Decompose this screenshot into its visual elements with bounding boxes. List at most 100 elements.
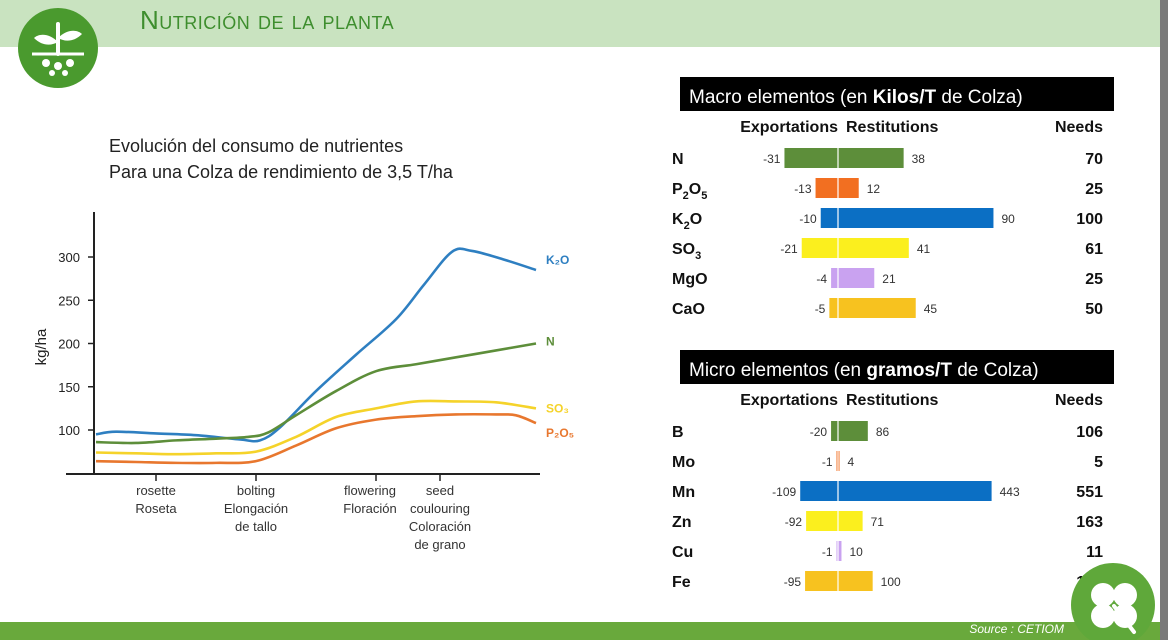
bar-exportations xyxy=(829,298,838,318)
value-restitutions: 71 xyxy=(871,515,885,529)
plant-logo xyxy=(18,8,98,88)
stage-label: rosette xyxy=(136,483,176,498)
bar-exportations xyxy=(800,481,838,501)
bar-exportations xyxy=(815,178,838,198)
series-line xyxy=(95,412,537,465)
value-exportations: -21 xyxy=(780,242,798,256)
stage-label: flowering xyxy=(344,483,396,498)
stage-label: seed xyxy=(426,483,454,498)
table-title: Micro elementos (en gramos/T de Colza) xyxy=(689,360,1039,381)
value-needs: 5 xyxy=(1094,454,1103,471)
row-label: P2O5 xyxy=(672,181,707,202)
value-restitutions: 38 xyxy=(912,152,926,166)
bar-restitutions xyxy=(838,451,840,471)
value-exportations: -95 xyxy=(784,575,802,589)
bar-restitutions xyxy=(838,178,859,198)
chart-subtitle: Para una Colza de rendimiento de 3,5 T/h… xyxy=(109,162,453,182)
clover-logo xyxy=(1071,563,1155,640)
column-header-exportations: Exportations xyxy=(740,392,838,409)
value-restitutions: 86 xyxy=(876,425,890,439)
value-needs: 25 xyxy=(1085,181,1103,198)
series-label: P₂O₅ xyxy=(546,426,574,440)
bar-restitutions xyxy=(838,421,868,441)
stage-label: coulouring xyxy=(410,501,470,516)
series-line xyxy=(95,399,537,456)
value-restitutions: 4 xyxy=(848,455,855,469)
value-exportations: -10 xyxy=(799,212,817,226)
value-exportations: -13 xyxy=(794,182,812,196)
footer-band xyxy=(0,622,1160,640)
bar-exportations xyxy=(806,511,838,531)
stage-label: de grano xyxy=(414,537,465,552)
bar-exportations xyxy=(805,571,838,591)
row-label: Mo xyxy=(672,454,695,471)
row-label: Fe xyxy=(672,574,691,591)
bar-exportations xyxy=(820,208,838,228)
value-exportations: -92 xyxy=(785,515,803,529)
value-needs: 163 xyxy=(1076,514,1103,531)
y-tick-label: 300 xyxy=(58,250,80,265)
bar-restitutions xyxy=(838,298,916,318)
stage-label: Coloración xyxy=(409,519,471,534)
series-line xyxy=(95,247,537,443)
y-tick-label: 150 xyxy=(58,380,80,395)
row-label: MgO xyxy=(672,271,708,288)
row-label: B xyxy=(672,424,684,441)
stage-label: Elongación xyxy=(224,501,288,516)
value-exportations: -1 xyxy=(822,545,833,559)
stage-label: Floración xyxy=(343,501,396,516)
source-caption: Source : CETIOM xyxy=(969,622,1064,636)
bar-exportations xyxy=(831,268,838,288)
value-needs: 70 xyxy=(1085,151,1103,168)
stage-label: bolting xyxy=(237,483,275,498)
series-label: K₂O xyxy=(546,253,569,267)
page-title: Nutrición de la planta xyxy=(140,5,395,35)
bar-exportations xyxy=(836,451,838,471)
value-exportations: -5 xyxy=(815,302,826,316)
y-tick-label: 200 xyxy=(58,337,80,352)
bar-exportations xyxy=(836,541,838,561)
series-label: SO₃ xyxy=(546,401,569,415)
column-header-needs: Needs xyxy=(1055,392,1103,409)
stage-label: Roseta xyxy=(135,501,177,516)
value-exportations: -4 xyxy=(816,272,827,286)
header-band xyxy=(0,0,1160,47)
row-label: Cu xyxy=(672,544,693,561)
nutrient-consumption-line-chart: 100 150 200 250 300 kg/ha rosette Roseta bolting… xyxy=(33,212,574,552)
row-label: K2O xyxy=(672,211,702,232)
bar-restitutions xyxy=(838,511,863,531)
value-needs: 25 xyxy=(1085,271,1103,288)
value-restitutions: 100 xyxy=(881,575,901,589)
value-exportations: -1 xyxy=(822,455,833,469)
value-exportations: -109 xyxy=(772,485,796,499)
column-header-restitutions: Restitutions xyxy=(846,392,939,409)
value-needs: 11 xyxy=(1086,544,1103,561)
value-restitutions: 10 xyxy=(849,545,863,559)
bar-restitutions xyxy=(838,571,873,591)
y-axis-label: kg/ha xyxy=(33,328,50,365)
macro-elements-chart: Macro elementos (en Kilos/T de Colza) Exp… xyxy=(672,77,1114,318)
value-restitutions: 90 xyxy=(1001,212,1015,226)
row-label: SO3 xyxy=(672,241,701,262)
value-restitutions: 41 xyxy=(917,242,931,256)
bar-exportations xyxy=(831,421,838,441)
bar-restitutions xyxy=(838,238,909,258)
value-exportations: -31 xyxy=(763,152,781,166)
bar-restitutions xyxy=(838,268,875,288)
value-needs: 551 xyxy=(1076,484,1103,501)
bar-restitutions xyxy=(838,481,992,501)
value-needs: 50 xyxy=(1085,301,1103,318)
bar-exportations xyxy=(784,148,838,168)
row-label: Mn xyxy=(672,484,695,501)
series-line xyxy=(95,342,537,445)
stage-label: de tallo xyxy=(235,519,277,534)
row-label: Zn xyxy=(672,514,692,531)
row-label: N xyxy=(672,151,684,168)
series-label: N xyxy=(546,335,555,349)
y-tick-label: 250 xyxy=(58,293,80,308)
y-tick-label: 100 xyxy=(58,423,80,438)
column-header-exportations: Exportations xyxy=(740,119,838,136)
value-needs: 100 xyxy=(1076,211,1103,228)
value-needs: 106 xyxy=(1076,424,1103,441)
column-header-restitutions: Restitutions xyxy=(846,119,939,136)
